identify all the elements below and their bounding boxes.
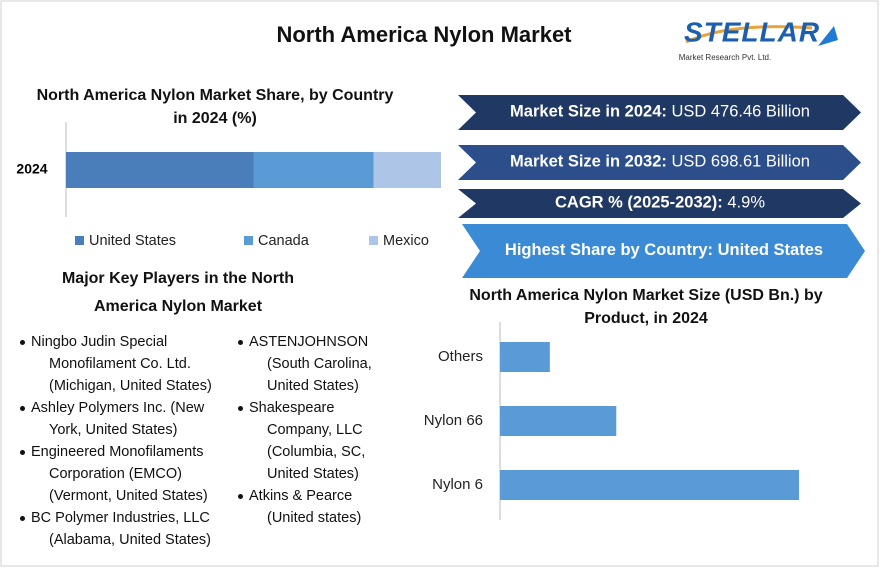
legend-swatch [369,236,378,245]
player-item: Shakespeare Company, LLC (Columbia, SC, … [236,397,386,485]
player-item: Ningbo Judin Special Monofilament Co. Lt… [18,331,228,397]
highlight-value: 4.9% [723,194,766,212]
player-item: ASTENJOHNSON (South Carolina, United Sta… [236,331,386,397]
highlight-label: Highest Share by Country: [505,241,713,259]
bar-segment [66,152,254,188]
logo-tagline: Market Research Pvt. Ltd. [679,53,771,62]
page-title: North America Nylon Market [276,22,572,47]
player-item: Ashley Polymers Inc. (New York, United S… [18,397,228,441]
logo-arrow [818,26,838,46]
logo: STELLAR [684,16,820,47]
player-item: BC Polymer Industries, LLC (Alabama, Uni… [18,507,228,551]
highlight-banner [458,95,861,130]
legend-swatch [244,236,253,245]
highlight-value: United States [713,241,823,259]
bar-segment [253,152,374,188]
players-column: Ningbo Judin Special Monofilament Co. Lt… [18,331,228,551]
highlight-label: Market Size in 2024: [510,103,667,121]
bar-segment [373,152,441,188]
highlight-text: Market Size in 2024: USD 476.46 Billion [510,103,810,121]
player-item: Atkins & Pearce (United states) [236,485,386,529]
logo-swoosh [685,25,813,44]
chart-title: North America Nylon Market Size (USD Bn.… [469,287,823,327]
highlight-label: Market Size in 2032: [510,153,667,171]
bar [500,342,550,372]
highlight-text: Market Size in 2032: USD 698.61 Billion [510,153,810,171]
legend-label: United States [89,233,176,249]
legend-label: Mexico [383,233,429,249]
highlight-banner [458,189,861,218]
highlight-banner [458,145,861,180]
highlight-value: USD 476.46 Billion [667,103,810,121]
legend-swatch [75,236,84,245]
highlight-banner [462,224,865,278]
category-label: Others [438,348,483,365]
category-label: Nylon 6 [432,476,483,493]
highlight-text: CAGR % (2025-2032): 4.9% [555,194,765,212]
category-label: Nylon 66 [424,412,483,429]
bar [500,406,617,436]
players-column: ASTENJOHNSON (South Carolina, United Sta… [236,331,386,529]
player-item: Engineered Monofilaments Corporation (EM… [18,441,228,507]
bar [500,470,799,500]
players-title: Major Key Players in the North America N… [61,270,295,315]
chart-title: North America Nylon Market Share, by Cou… [36,87,394,127]
highlight-label: CAGR % (2025-2032): [555,194,723,212]
highlight-text: Highest Share by Country: United States [505,241,823,259]
category-label: 2024 [16,161,47,177]
highlight-value: USD 698.61 Billion [667,153,810,171]
legend-label: Canada [258,233,310,249]
